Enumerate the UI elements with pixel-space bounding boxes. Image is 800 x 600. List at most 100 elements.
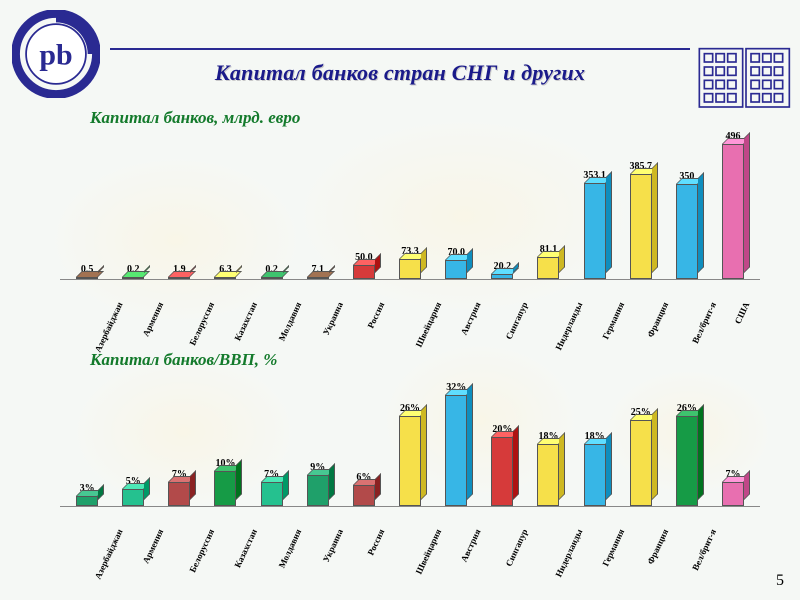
x-axis-label: Азербайджан [64, 513, 118, 531]
bar-slot: 7,1 [295, 130, 341, 279]
x-axis-label: Вел/брит-я [667, 513, 712, 531]
x-axis-label: Австрия [436, 286, 481, 304]
chart-capital-gdp: Капитал банков/ВВП, % 3%5%7%10%7%9%6%26%… [60, 350, 760, 580]
bar [76, 277, 98, 279]
bar [307, 277, 329, 279]
bar-slot: 9% [295, 372, 341, 506]
x-axis-label: Сингапур [481, 513, 526, 531]
bar [214, 471, 236, 506]
x-axis-label: Молдавия [254, 286, 299, 304]
bar-slot: 73,3 [387, 130, 433, 279]
bar [584, 183, 606, 279]
bar [353, 265, 375, 279]
x-axis-label: США [711, 286, 756, 304]
x-axis-label: Армения [118, 513, 163, 531]
bar-slot: 496 [710, 130, 756, 279]
bar-slot: 350 [664, 130, 710, 279]
bar-slot: 7% [710, 372, 756, 506]
chart-title-top: Капитал банков, млрд. евро [90, 108, 760, 128]
bar [261, 482, 283, 506]
x-axis-label: Казахстан [209, 513, 254, 531]
x-axis-label: Казахстан [209, 286, 254, 304]
x-axis-label: Молдавия [254, 513, 299, 531]
bar-slot: 7% [156, 372, 202, 506]
bar-slot: 50,0 [341, 130, 387, 279]
bar [537, 444, 559, 506]
bar-slot: 26% [387, 372, 433, 506]
bar [261, 277, 283, 279]
bar-slot: 10% [202, 372, 248, 506]
x-axis-label: Белоруссия [163, 513, 210, 531]
bar [399, 416, 421, 506]
bar-slot: 18% [525, 372, 571, 506]
bar [491, 437, 513, 506]
slide-title: Капитал банков стран СНГ и других [110, 60, 690, 86]
bar [214, 277, 236, 279]
bar [399, 259, 421, 279]
bar [584, 444, 606, 506]
bar-slot: 18% [572, 372, 618, 506]
title-rule [110, 48, 690, 50]
bar-slot: 1,9 [156, 130, 202, 279]
x-axis-label: Россия [343, 286, 388, 304]
x-axis-label: Австрия [436, 513, 481, 531]
slide-header: pb Капитал банков стран СНГ и других [0, 8, 800, 108]
x-axis-label: Германия [578, 286, 623, 304]
x-axis-label: Сингапур [481, 286, 526, 304]
bar [537, 257, 559, 279]
bar-slot: 0,2 [110, 130, 156, 279]
x-axis-label [711, 513, 756, 531]
chart-title-bottom: Капитал банков/ВВП, % [90, 350, 760, 370]
bar [676, 416, 698, 506]
bar-slot: 81,1 [525, 130, 571, 279]
chart-bottom-plot: 3%5%7%10%7%9%6%26%32%20%18%18%25%26%7% [60, 372, 760, 507]
bar [630, 420, 652, 506]
bar-slot: 25% [618, 372, 664, 506]
slide-number: 5 [776, 572, 784, 590]
x-axis-label: Франция [622, 286, 667, 304]
x-axis-label: Нидерланды [526, 286, 578, 304]
x-axis-label: Белоруссия [163, 286, 210, 304]
x-axis-label: Франция [622, 513, 667, 531]
bar [491, 274, 513, 279]
x-axis-label: Германия [578, 513, 623, 531]
bar [722, 144, 744, 279]
bar-slot: 20% [479, 372, 525, 506]
bar-slot: 32% [433, 372, 479, 506]
bar [353, 485, 375, 506]
x-axis-label: Швейцария [388, 286, 437, 304]
bar-slot: 20,2 [479, 130, 525, 279]
bar [122, 489, 144, 506]
bar [168, 277, 190, 279]
x-axis-label: Швейцария [388, 513, 437, 531]
bar [76, 496, 98, 506]
bar [445, 260, 467, 279]
bar [630, 174, 652, 279]
bar-slot: 6% [341, 372, 387, 506]
x-axis-label: Азербайджан [64, 286, 118, 304]
bar-slot: 6,3 [202, 130, 248, 279]
bar-slot: 0,5 [64, 130, 110, 279]
x-axis-label: Украина [299, 286, 344, 304]
bar-slot: 385,7 [618, 130, 664, 279]
chart-capital-euro: Капитал банков, млрд. евро 0,50,21,96,30… [60, 108, 760, 348]
svg-text:pb: pb [39, 39, 72, 72]
bar-slot: 0,2 [249, 130, 295, 279]
bar [722, 482, 744, 506]
x-axis-label: Вел/брит-я [667, 286, 712, 304]
x-axis-label: Украина [299, 513, 344, 531]
building-icon [696, 42, 796, 112]
bar-slot: 26% [664, 372, 710, 506]
x-axis-label: Армения [118, 286, 163, 304]
bar-slot: 70,0 [433, 130, 479, 279]
x-axis-label: Россия [343, 513, 388, 531]
bar [168, 482, 190, 506]
logo-icon: pb [12, 10, 100, 98]
chart-top-plot: 0,50,21,96,30,27,150,073,370,020,281,135… [60, 130, 760, 280]
x-axis-label: Нидерланды [526, 513, 578, 531]
bar-slot: 7% [249, 372, 295, 506]
bar-slot: 3% [64, 372, 110, 506]
bar [307, 475, 329, 506]
bar-slot: 5% [110, 372, 156, 506]
bar-slot: 353,1 [572, 130, 618, 279]
